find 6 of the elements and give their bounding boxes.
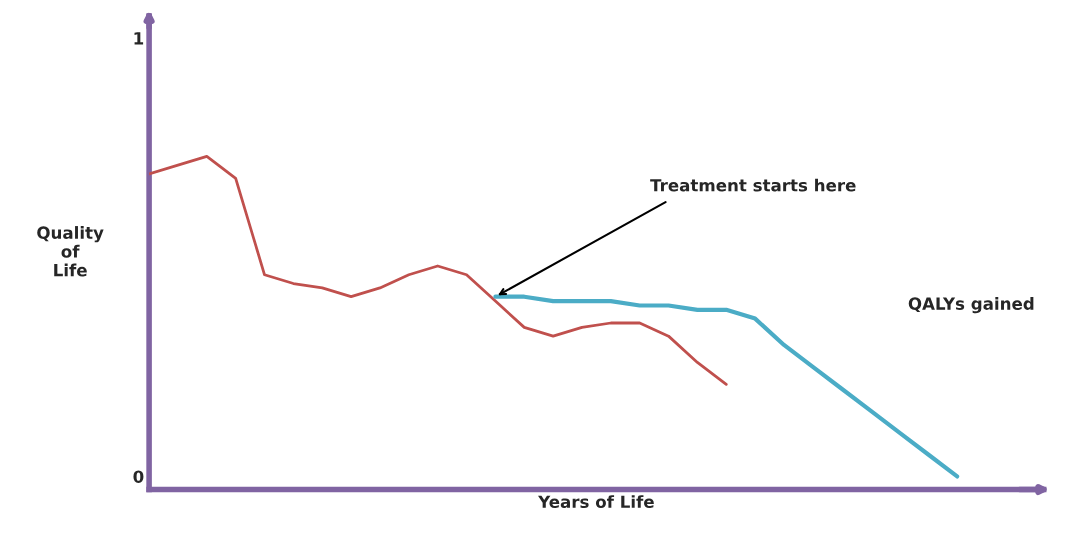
annotation: Treatment starts here: [650, 178, 856, 192]
annotation: QALYs gained: [908, 297, 1034, 314]
y-tick-label: 0: [133, 470, 144, 483]
y-tick-label: 1: [134, 32, 144, 45]
x-axis-title: Years of Life: [538, 495, 654, 509]
y-axis-title: Quality of Life: [37, 226, 104, 277]
